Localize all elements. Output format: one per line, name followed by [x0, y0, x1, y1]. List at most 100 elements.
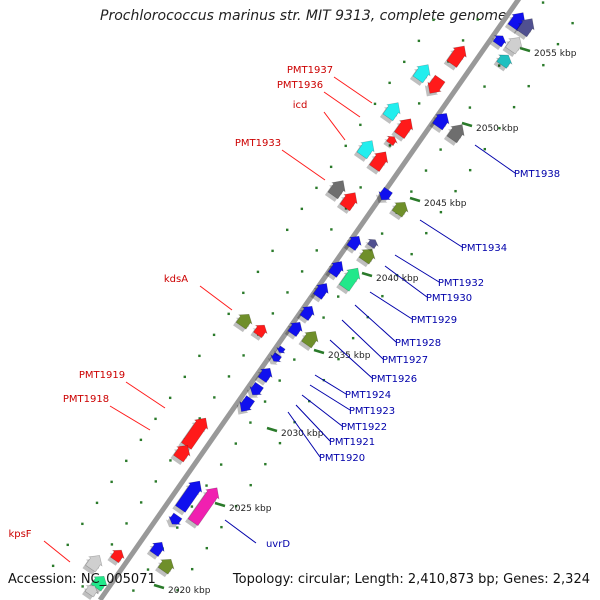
- track-dot: [498, 126, 501, 130]
- map-title: Prochlorococcus marinus str. MIT 9313, c…: [100, 8, 507, 24]
- track-dot: [541, 1, 545, 4]
- gene-feature[interactable]: [107, 549, 125, 566]
- track-dot: [219, 463, 223, 466]
- gene-label-right: PMT1927: [382, 355, 428, 366]
- track-dot: [293, 358, 296, 361]
- gene-feature[interactable]: [325, 261, 344, 281]
- tick-label: 2020 kbp: [168, 586, 211, 596]
- gene-feature[interactable]: [443, 45, 467, 71]
- gene-feature[interactable]: [298, 331, 319, 351]
- track-dot: [373, 102, 377, 106]
- track-dot: [198, 354, 201, 358]
- gene-feature[interactable]: [82, 585, 99, 600]
- gene-feature[interactable]: [443, 124, 465, 146]
- gene-feature[interactable]: [250, 324, 268, 341]
- gene-feature[interactable]: [273, 345, 286, 357]
- gene-feature[interactable]: [424, 74, 446, 97]
- track-dot: [154, 417, 157, 421]
- gene-feature[interactable]: [375, 186, 393, 203]
- track-dot: [344, 144, 347, 148]
- leader-line: [323, 91, 361, 118]
- gene-feature[interactable]: [82, 555, 103, 575]
- gene-label-right: uvrD: [266, 539, 290, 550]
- tick-label: 2035 kbp: [328, 351, 371, 361]
- tick-label: 2055 kbp: [534, 49, 577, 59]
- track-dot: [359, 186, 362, 189]
- gene-feature[interactable]: [284, 321, 303, 340]
- gene-feature[interactable]: [296, 305, 315, 324]
- track-dot: [81, 585, 84, 588]
- gene-feature[interactable]: [172, 480, 203, 516]
- gene-feature[interactable]: [383, 135, 398, 149]
- gene-feature[interactable]: [513, 18, 535, 40]
- gene-feature[interactable]: [356, 248, 376, 268]
- track-dot: [432, 18, 435, 22]
- gene-feature[interactable]: [236, 395, 256, 415]
- track-dot: [66, 543, 69, 547]
- track-dot: [439, 210, 443, 214]
- leader-line: [109, 405, 151, 431]
- tick-label: 2025 kbp: [229, 504, 272, 514]
- gene-label-left: kdsA: [164, 274, 188, 285]
- track-dot: [527, 84, 530, 88]
- track-dot: [176, 588, 179, 592]
- gene-feature[interactable]: [324, 180, 346, 202]
- track-dot: [183, 375, 186, 379]
- leader-line: [323, 111, 346, 141]
- track-dot: [351, 336, 355, 340]
- track-dot: [81, 522, 84, 526]
- track-dot: [168, 396, 172, 400]
- track-dot: [329, 165, 333, 169]
- gene-label-right: PMT1929: [411, 315, 457, 326]
- gene-feature[interactable]: [310, 283, 329, 303]
- gene-feature[interactable]: [409, 64, 431, 86]
- gene-feature[interactable]: [429, 113, 450, 133]
- track-dot: [315, 249, 318, 252]
- gene-feature[interactable]: [88, 575, 108, 595]
- gene-feature[interactable]: [254, 367, 273, 386]
- track-dot: [190, 567, 194, 571]
- gene-feature[interactable]: [233, 313, 253, 333]
- track-dot: [139, 501, 143, 504]
- leader-line: [394, 254, 440, 283]
- gene-feature[interactable]: [389, 201, 409, 221]
- gene-feature[interactable]: [246, 381, 264, 398]
- gene-feature[interactable]: [170, 445, 191, 465]
- gene-feature[interactable]: [185, 487, 220, 529]
- gene-feature[interactable]: [366, 151, 389, 175]
- track-dot: [417, 102, 421, 105]
- gene-feature[interactable]: [353, 140, 375, 162]
- track-dot: [403, 60, 406, 64]
- gene-feature[interactable]: [493, 54, 513, 72]
- track-dot: [461, 39, 465, 42]
- leader-line: [333, 76, 373, 104]
- tick-mark: [409, 196, 421, 203]
- track-dot: [454, 189, 457, 193]
- gene-feature[interactable]: [490, 35, 507, 50]
- track-dot: [497, 64, 501, 67]
- leader-line: [199, 285, 233, 311]
- label-leader-lines: [43, 76, 516, 563]
- leader-line: [281, 149, 326, 181]
- track-dot: [263, 400, 267, 403]
- kbp-ticks: 2020 kbp 2025 kbp 2030 kbp 2035 kbp 2040 kbp…: [153, 46, 577, 596]
- gene-feature[interactable]: [364, 238, 379, 252]
- gene-feature[interactable]: [336, 267, 361, 295]
- gene-feature[interactable]: [336, 192, 358, 214]
- gene-label-right: PMT1928: [395, 338, 441, 349]
- gene-feature[interactable]: [379, 102, 401, 124]
- track-dot: [234, 442, 237, 445]
- track-dot: [242, 291, 245, 295]
- gene-feature[interactable]: [267, 352, 282, 365]
- gene-feature[interactable]: [165, 512, 183, 528]
- gene-feature[interactable]: [502, 37, 523, 57]
- gene-feature[interactable]: [155, 558, 175, 578]
- gene-feature[interactable]: [391, 118, 414, 142]
- leader-line: [419, 219, 463, 248]
- tick-mark: [313, 348, 325, 355]
- gene-feature[interactable]: [343, 235, 362, 254]
- gene-feature[interactable]: [146, 541, 165, 560]
- track-dot: [190, 505, 194, 508]
- track-dot: [410, 190, 413, 193]
- gene-feature[interactable]: [178, 417, 209, 453]
